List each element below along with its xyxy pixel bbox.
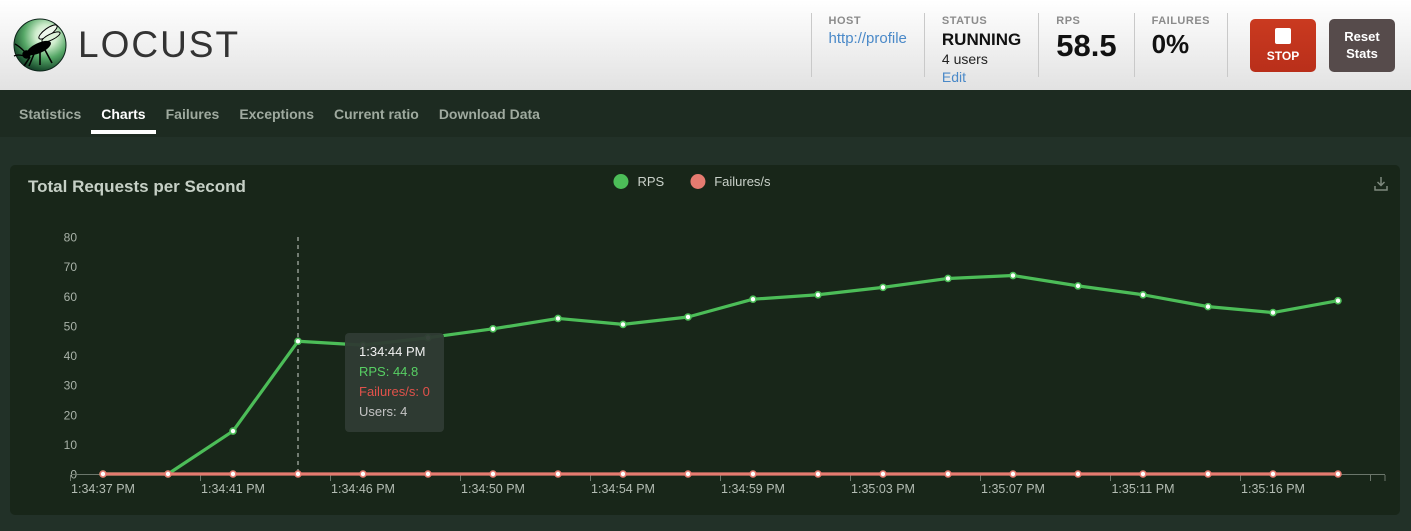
stop-square-icon (1275, 28, 1291, 44)
active-tab-underline (91, 130, 155, 134)
rps-chart[interactable]: 010203040506070801:34:37 PM1:34:41 PM1:3… (10, 165, 1400, 515)
svg-text:60: 60 (64, 290, 78, 304)
tab-charts[interactable]: Charts (91, 90, 155, 137)
status-value: RUNNING (942, 30, 1021, 50)
svg-text:1:34:59 PM: 1:34:59 PM (721, 482, 785, 496)
host-label: HOST (829, 15, 907, 27)
svg-text:1:34:37 PM: 1:34:37 PM (71, 482, 135, 496)
stat-host: HOST http://profile (811, 13, 924, 77)
rps-value: 58.5 (1056, 30, 1116, 61)
reset-stats-button[interactable]: Reset Stats (1329, 19, 1395, 72)
main-nav: Statistics Charts Failures Exceptions Cu… (0, 90, 1411, 137)
svg-text:1:35:11 PM: 1:35:11 PM (1111, 482, 1174, 496)
svg-text:1:35:03 PM: 1:35:03 PM (851, 482, 915, 496)
header-stats: HOST http://profile STATUS RUNNING 4 use… (811, 13, 1228, 77)
edit-link[interactable]: Edit (942, 69, 966, 85)
svg-text:1:35:16 PM: 1:35:16 PM (1241, 482, 1305, 496)
svg-text:20: 20 (64, 408, 78, 422)
svg-text:1:35:07 PM: 1:35:07 PM (981, 482, 1045, 496)
rps-chart-panel: Total Requests per Second RPS Failures/s… (10, 165, 1400, 515)
tab-failures[interactable]: Failures (156, 90, 230, 137)
rps-label: RPS (1056, 15, 1116, 27)
charts-page: Total Requests per Second RPS Failures/s… (0, 137, 1411, 531)
brand-title: LOCUST (78, 24, 240, 66)
failures-value: 0% (1152, 30, 1210, 59)
status-label: STATUS (942, 15, 1021, 27)
svg-text:30: 30 (64, 379, 78, 393)
svg-text:70: 70 (64, 260, 78, 274)
status-users: 4 users (942, 51, 1021, 67)
svg-text:10: 10 (64, 438, 78, 452)
app-header: LOCUST HOST http://profile STATUS RUNNIN… (0, 0, 1411, 90)
host-link[interactable]: http://profile (829, 30, 907, 47)
tab-download-data[interactable]: Download Data (429, 90, 550, 137)
svg-text:1:34:46 PM: 1:34:46 PM (331, 482, 395, 496)
svg-text:1:34:54 PM: 1:34:54 PM (591, 482, 655, 496)
stop-button[interactable]: STOP (1250, 19, 1316, 72)
stop-button-label: STOP (1267, 49, 1299, 63)
failures-label: FAILURES (1152, 15, 1210, 27)
stat-rps: RPS 58.5 (1038, 13, 1133, 77)
tab-exceptions[interactable]: Exceptions (229, 90, 324, 137)
svg-text:40: 40 (64, 349, 78, 363)
tab-charts-label: Charts (101, 106, 145, 122)
tab-current-ratio[interactable]: Current ratio (324, 90, 429, 137)
svg-text:50: 50 (64, 319, 78, 333)
svg-text:1:34:41 PM: 1:34:41 PM (201, 482, 265, 496)
svg-text:80: 80 (64, 231, 78, 245)
brand: LOCUST (12, 17, 240, 73)
locust-logo-icon (12, 17, 68, 73)
stat-failures: FAILURES 0% (1134, 13, 1228, 77)
stat-status: STATUS RUNNING 4 users Edit (924, 13, 1038, 77)
tab-statistics[interactable]: Statistics (9, 90, 91, 137)
svg-text:1:34:50 PM: 1:34:50 PM (461, 482, 525, 496)
